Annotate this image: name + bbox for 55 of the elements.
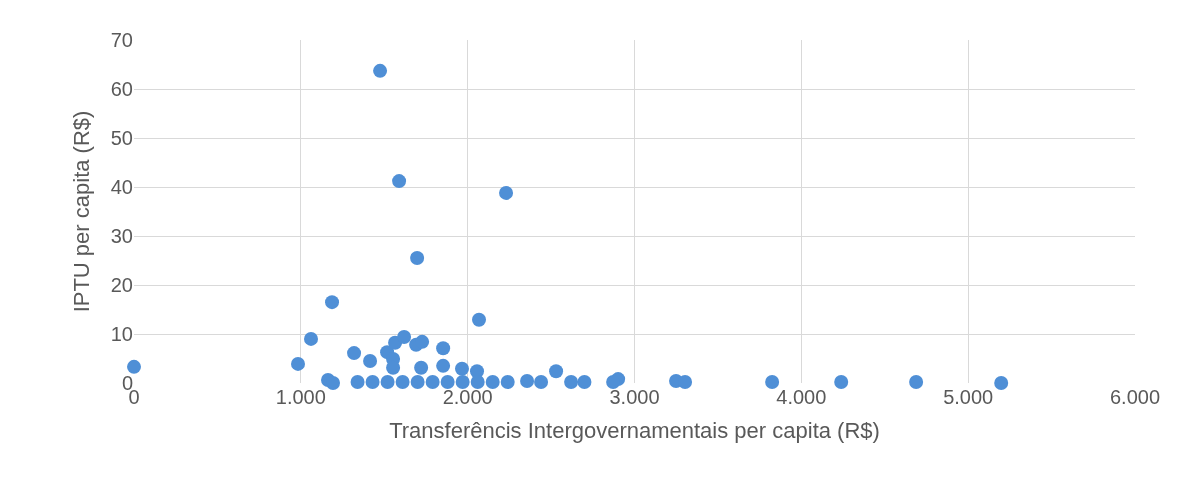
point [415, 334, 430, 349]
x-tick-label: 4.000 [776, 386, 827, 408]
point [397, 329, 412, 344]
x-tick-label: 3.000 [609, 386, 660, 408]
point [994, 376, 1009, 390]
x-tick-label: 6.000 [1109, 386, 1161, 408]
point [499, 185, 514, 200]
point [909, 375, 924, 390]
point [678, 375, 693, 390]
point [606, 375, 621, 390]
point [414, 360, 429, 375]
x-axis-title: Transferêncis Intergovernamentais per capita (R$) [389, 417, 880, 443]
point [834, 375, 849, 390]
point [436, 341, 451, 356]
point [472, 312, 487, 327]
point [395, 375, 410, 390]
y-tick-label: 70 [110, 29, 133, 51]
point [350, 375, 365, 390]
point [485, 375, 500, 390]
point [425, 375, 440, 390]
y-tick-label: 20 [110, 274, 133, 296]
x-tick-label: 5.000 [943, 386, 994, 408]
point [373, 63, 388, 78]
point [500, 375, 515, 390]
point [291, 356, 305, 371]
point [347, 346, 362, 361]
point [577, 375, 592, 390]
point [363, 353, 378, 368]
y-tick-label: 50 [110, 127, 133, 149]
point [392, 174, 407, 189]
point [765, 375, 780, 390]
point [326, 376, 341, 390]
point [440, 375, 455, 390]
point [534, 375, 549, 390]
y-axis-title: IPTU per capita (R$) [68, 110, 94, 313]
point [455, 361, 469, 376]
point [436, 358, 451, 373]
point [304, 331, 319, 346]
point [325, 295, 340, 310]
point [470, 375, 485, 390]
point [380, 375, 395, 390]
x-tick-label: 1.000 [275, 386, 326, 408]
y-tick-label: 10 [110, 323, 133, 345]
point [365, 375, 380, 390]
y-tick-label: 40 [110, 176, 133, 198]
point [455, 375, 470, 390]
point [564, 375, 579, 390]
y-tick-label: 30 [110, 225, 133, 247]
point [410, 375, 425, 390]
point [520, 374, 535, 389]
y-tick-label: 60 [110, 78, 133, 100]
point [127, 359, 141, 374]
x-tick-label: 2.000 [442, 386, 493, 408]
point [549, 364, 564, 379]
point [410, 251, 425, 266]
